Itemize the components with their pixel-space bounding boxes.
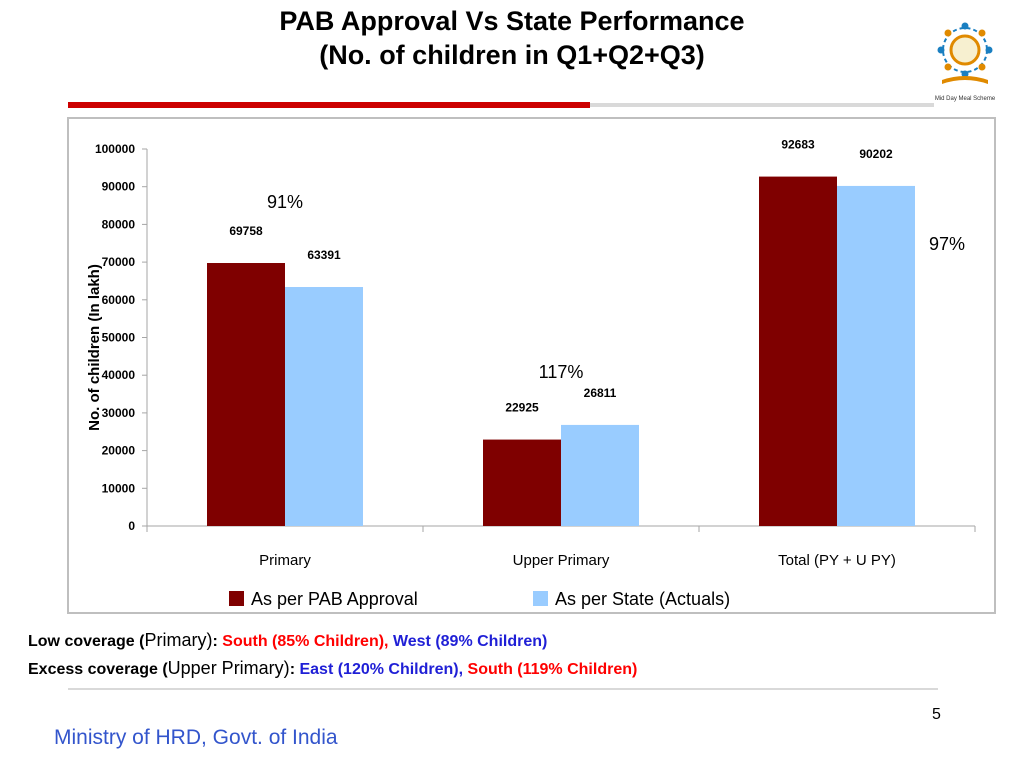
y-tick-label: 50000 [102, 331, 136, 345]
low-coverage-west: West (89% Children) [388, 633, 548, 650]
coverage-notes: Low coverage (Primary): South (85% Child… [28, 627, 637, 683]
low-coverage-south: South (85% Children), [222, 633, 389, 650]
legend-label: As per State (Actuals) [555, 589, 730, 609]
logo-ring-icon [937, 22, 993, 78]
excess-coverage-south: South (119% Children) [463, 661, 638, 678]
bar-pab [759, 176, 837, 526]
bar-data-label: 92683 [781, 138, 815, 152]
bar-data-label: 90202 [859, 147, 893, 161]
title-line-2: (No. of children in Q1+Q2+Q3) [319, 40, 705, 70]
excess-coverage-category: Upper Primary) [167, 658, 290, 678]
bar-state [837, 185, 915, 526]
percent-annotation: 117% [539, 362, 584, 382]
bar-data-label: 63391 [307, 248, 341, 262]
bar-state [561, 424, 639, 526]
footer-text: Ministry of HRD, Govt. of India [54, 726, 338, 749]
low-coverage-label: Low coverage ( [28, 633, 145, 650]
bar-data-label: 26811 [584, 386, 617, 400]
legend-swatch [229, 591, 244, 606]
y-tick-label: 40000 [102, 368, 136, 382]
logo-book-icon [942, 76, 988, 84]
x-category-label: Upper Primary [513, 552, 610, 569]
bar-data-label: 22925 [505, 401, 539, 415]
bar-pab [207, 263, 285, 526]
y-tick-label: 0 [128, 519, 135, 533]
y-axis-title: No. of children (In lakh) [86, 264, 103, 431]
title-red-rule [68, 102, 590, 108]
excess-coverage-colon: : [289, 661, 300, 678]
y-tick-label: 30000 [102, 406, 136, 420]
slide-title: PAB Approval Vs State Performance (No. o… [0, 4, 1024, 72]
y-tick-label: 20000 [102, 444, 136, 458]
x-category-label: Primary [259, 552, 311, 569]
legend-swatch [533, 591, 548, 606]
bar-state [285, 287, 363, 526]
y-tick-label: 90000 [102, 180, 136, 194]
mid-day-meal-logo: Mid Day Meal Scheme [935, 22, 996, 102]
chart-container: 0 10000 20000 30000 40000 50000 60000 70000 8000… [67, 117, 996, 614]
legend-label: As per PAB Approval [251, 589, 418, 609]
x-category-label: Total (PY + U PY) [778, 552, 896, 569]
logo-caption: Mid Day Meal Scheme [935, 96, 996, 102]
bar-chart: 0 10000 20000 30000 40000 50000 60000 70000 8000… [86, 138, 976, 609]
low-coverage-line: Low coverage (Primary): South (85% Child… [28, 627, 637, 655]
excess-coverage-line: Excess coverage (Upper Primary): East (1… [28, 655, 637, 683]
title-grey-rule [590, 103, 934, 107]
y-tick-label: 100000 [95, 142, 135, 156]
low-coverage-category: Primary) [144, 630, 213, 650]
title-line-1: PAB Approval Vs State Performance [279, 6, 745, 36]
y-tick-label: 80000 [102, 217, 136, 231]
low-coverage-colon: : [212, 633, 223, 650]
y-tick-label: 10000 [102, 481, 136, 495]
excess-coverage-east: East (120% Children), [299, 661, 464, 678]
excess-coverage-label: Excess coverage ( [28, 661, 168, 678]
page-number: 5 [932, 706, 941, 723]
y-tick-label: 60000 [102, 293, 136, 307]
bottom-rule [68, 688, 938, 690]
bar-pab [483, 439, 561, 526]
y-tick-label: 70000 [102, 255, 136, 269]
bar-data-label: 69758 [229, 224, 263, 238]
percent-annotation: 91% [267, 192, 303, 212]
percent-annotation: 97% [929, 234, 965, 254]
